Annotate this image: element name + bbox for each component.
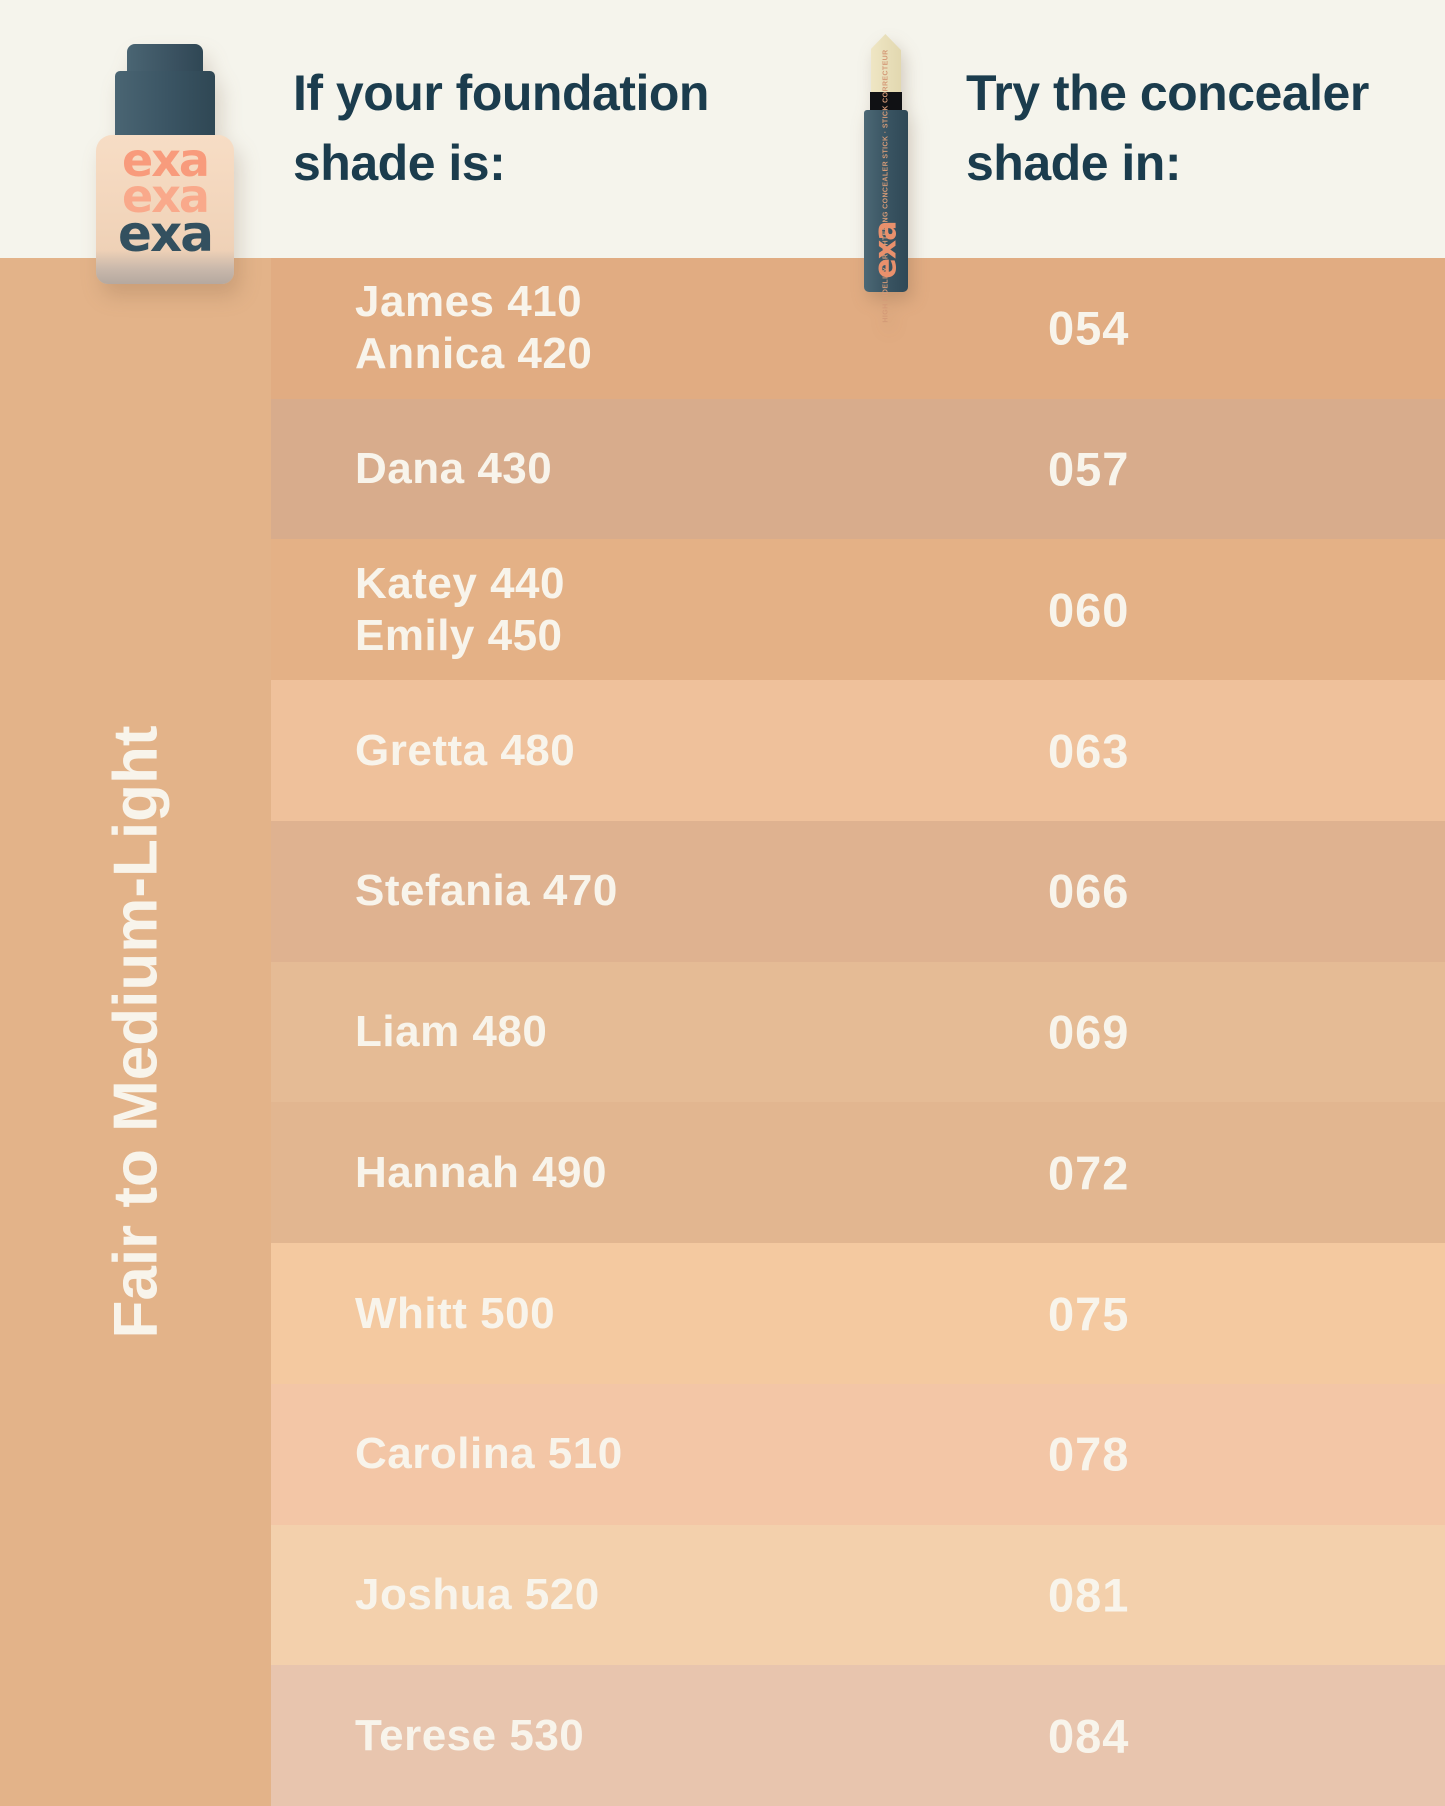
bottle-cap-top xyxy=(127,44,203,74)
bottle-cap xyxy=(115,71,215,137)
foundation-bottle-image: exa exa exa xyxy=(96,44,234,284)
foundation-shade-name: Katey 440 xyxy=(355,558,565,608)
chart-header: If your foundation shade is: Try the con… xyxy=(0,0,1445,258)
table-row: Dana 430 057 xyxy=(271,398,1445,540)
concealer-shade-number: 069 xyxy=(1048,1005,1130,1059)
table-row: Joshua 520 081 xyxy=(271,1524,1445,1666)
concealer-stick-image: HIGH FIDELITY BRIGHTENING CONCEALER STIC… xyxy=(864,34,908,323)
table-row: James 410 Annica 420 054 xyxy=(271,258,1445,399)
foundation-shade-names: Carolina 510 xyxy=(355,1428,623,1480)
table-row: Gretta 480 063 xyxy=(271,680,1445,821)
foundation-shade-names: Liam 480 xyxy=(355,1006,547,1058)
table-row: Katey 440 Emily 450 060 xyxy=(271,539,1445,681)
table-row: Stefania 470 066 xyxy=(271,820,1445,962)
foundation-shade-name: James 410 xyxy=(355,277,583,327)
foundation-shade-names: Stefania 470 xyxy=(355,865,618,917)
foundation-shade-name: Emily 450 xyxy=(355,610,563,660)
concealer-body: HIGH FIDELITY BRIGHTENING CONCEALER STIC… xyxy=(864,50,908,323)
concealer-shade-number: 057 xyxy=(1048,442,1130,496)
foundation-shade-name: Whitt 500 xyxy=(355,1288,556,1338)
foundation-shade-names: Terese 530 xyxy=(355,1710,584,1762)
concealer-product-label: HIGH FIDELITY BRIGHTENING CONCEALER STIC… xyxy=(882,49,890,324)
exa-logo: exa xyxy=(122,169,210,223)
table-row: Liam 480 069 xyxy=(271,961,1445,1103)
concealer-shade-number: 066 xyxy=(1048,864,1130,918)
foundation-shade-name: Carolina 510 xyxy=(355,1429,623,1479)
shade-range-sidebar: Fair to Medium-Light xyxy=(0,258,271,1806)
concealer-shade-number: 072 xyxy=(1048,1146,1130,1200)
foundation-shade-names: Joshua 520 xyxy=(355,1569,600,1621)
concealer-shade-number: 081 xyxy=(1048,1568,1130,1622)
foundation-shade-name: Stefania 470 xyxy=(355,866,618,916)
foundation-shade-names: Hannah 490 xyxy=(355,1147,607,1199)
bottle-frosted-base xyxy=(96,250,234,284)
bottle-body: exa exa exa xyxy=(96,135,234,284)
table-row: Whitt 500 075 xyxy=(271,1243,1445,1384)
table-row: Hannah 490 072 xyxy=(271,1102,1445,1244)
foundation-shade-name: Gretta 480 xyxy=(355,725,576,775)
foundation-shade-names: Katey 440 Emily 450 xyxy=(355,558,565,662)
foundation-shade-names: Whitt 500 xyxy=(355,1288,555,1340)
exa-logo: exa xyxy=(868,221,904,279)
exa-logo: exa xyxy=(118,205,214,263)
concealer-shade-number: 060 xyxy=(1048,583,1130,637)
foundation-column-heading: If your foundation shade is: xyxy=(293,65,709,191)
foundation-shade-name: Joshua 520 xyxy=(355,1569,600,1619)
foundation-shade-name: Hannah 490 xyxy=(355,1147,607,1197)
foundation-shade-name: Terese 530 xyxy=(355,1710,585,1760)
concealer-shade-number: 075 xyxy=(1048,1287,1130,1340)
concealer-shade-number: 063 xyxy=(1048,724,1130,778)
foundation-shade-names: James 410 Annica 420 xyxy=(355,276,592,380)
foundation-shade-name: Liam 480 xyxy=(355,1007,548,1057)
foundation-shade-name: Annica 420 xyxy=(355,329,593,379)
foundation-shade-name: Dana 430 xyxy=(355,444,553,494)
shade-table: James 410 Annica 420 054 Dana 430 057 Katey 4… xyxy=(271,258,1445,1806)
concealer-shade-number: 084 xyxy=(1048,1709,1130,1763)
concealer-shade-number: 078 xyxy=(1048,1427,1130,1481)
shade-range-label: Fair to Medium-Light xyxy=(101,725,170,1339)
concealer-black-band xyxy=(870,92,902,112)
concealer-column-heading: Try the concealer shade in: xyxy=(966,65,1369,191)
concealer-shade-number: 054 xyxy=(1048,301,1130,355)
exa-logo-stack: exa exa exa xyxy=(96,135,234,263)
table-row: Terese 530 084 xyxy=(271,1665,1445,1806)
foundation-shade-names: Gretta 480 xyxy=(355,725,575,777)
exa-logo: exa xyxy=(122,135,210,187)
foundation-shade-names: Dana 430 xyxy=(355,443,552,495)
table-row: Carolina 510 078 xyxy=(271,1383,1445,1525)
